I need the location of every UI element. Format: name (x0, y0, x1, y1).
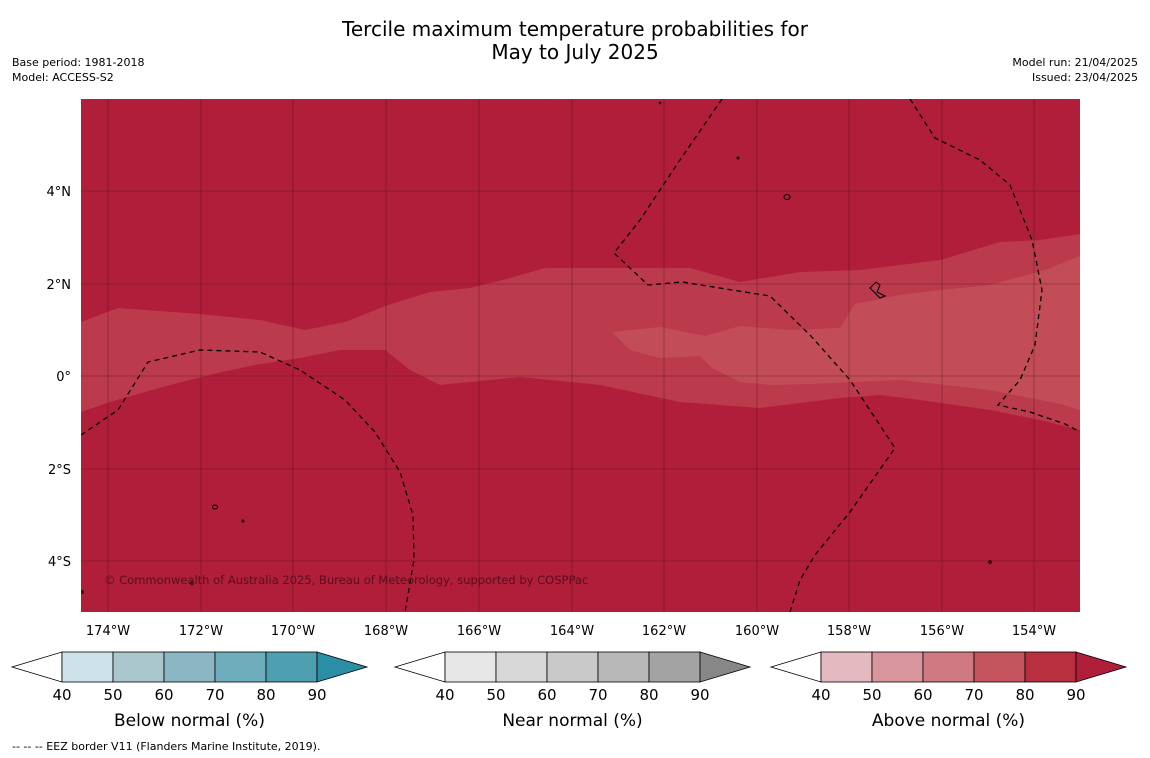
map-area: © Commonwealth of Australia 2025, Bureau… (81, 99, 1080, 612)
colorbar-title: Near normal (%) (502, 711, 642, 731)
colorbar-segment (973, 651, 1026, 683)
colorbar-extend-low (10, 651, 63, 683)
map-title: Tercile maximum temperature probabilitie… (0, 18, 1150, 64)
colorbar-segment (597, 651, 650, 683)
lat-label: 2°N (47, 278, 72, 293)
model-name: Model: ACCESS-S2 (12, 71, 114, 84)
colorbars: 40 50 60 70 80 90 Below normal (%) 40 50 60 70 80 90… (10, 651, 1128, 731)
colorbar-segment (265, 651, 318, 683)
meta-right: Model run: 21/04/2025 Issued: 23/04/2025 (1012, 55, 1138, 85)
lon-label: 168°W (364, 624, 408, 639)
colorbar-tick-label: 60 (154, 686, 173, 704)
colorbar-title: Below normal (%) (114, 711, 265, 731)
colorbar-title: Above normal (%) (872, 711, 1025, 731)
above-normal-70-region (612, 256, 1080, 410)
colorbar-segment (820, 651, 873, 683)
colorbar-tick-label: 90 (690, 686, 709, 704)
lon-label: 154°W (1012, 624, 1056, 639)
lon-label: 170°W (271, 624, 315, 639)
colorbar-tick-label: 50 (862, 686, 881, 704)
colorbar-tick-label: 50 (103, 686, 122, 704)
colorbar-segment (495, 651, 548, 683)
eez-footer-note: -- -- -- EEZ border V11 (Flanders Marine… (12, 740, 321, 753)
latitude-labels: 4°N 2°N 0° 2°S 4°S (47, 185, 72, 570)
lon-label: 166°W (457, 624, 501, 639)
eez-borders (81, 99, 1080, 612)
title-line-2: May to July 2025 (491, 40, 659, 64)
colorbar-extend-low (769, 651, 822, 683)
colorbar-tick-label: 80 (256, 686, 275, 704)
colorbar-segment (61, 651, 114, 683)
longitude-labels: 174°W 172°W 170°W 168°W 166°W 164°W 162°… (86, 624, 1056, 639)
colorbar: 40 50 60 70 80 90 Below normal (%) (10, 651, 369, 731)
lon-label: 174°W (86, 624, 130, 639)
colorbar-tick-label: 90 (1066, 686, 1085, 704)
lon-label: 172°W (179, 624, 223, 639)
lat-label: 4°N (47, 185, 72, 200)
colorbar-tick-label: 70 (588, 686, 607, 704)
colorbar-tick-label: 40 (435, 686, 454, 704)
colorbar-tick-label: 70 (964, 686, 983, 704)
colorbar-segment (546, 651, 599, 683)
lon-label: 158°W (827, 624, 871, 639)
colorbar-segment (648, 651, 701, 683)
copyright-text: © Commonwealth of Australia 2025, Bureau… (104, 573, 588, 587)
map-gridlines (81, 99, 1080, 612)
colorbar-extend-high (316, 651, 369, 683)
colorbar-segment (444, 651, 497, 683)
colorbar-tick-label: 80 (639, 686, 658, 704)
lat-label: 2°S (48, 463, 71, 478)
colorbar-tick-label: 50 (486, 686, 505, 704)
colorbar-tick-label: 40 (811, 686, 830, 704)
colorbar-segment (214, 651, 267, 683)
colorbar-tick-label: 90 (307, 686, 326, 704)
lon-label: 160°W (735, 624, 779, 639)
model-run: Model run: 21/04/2025 (1012, 56, 1138, 69)
colorbar-tick-label: 80 (1015, 686, 1034, 704)
lat-label: 4°S (48, 555, 71, 570)
colorbar-segment (163, 651, 216, 683)
colorbar-segment (871, 651, 924, 683)
island-outlines (81, 101, 992, 594)
lon-label: 156°W (920, 624, 964, 639)
lon-label: 162°W (642, 624, 686, 639)
colorbar: 40 50 60 70 80 90 Above normal (%) (769, 651, 1128, 731)
base-period: Base period: 1981-2018 (12, 56, 145, 69)
colorbar-extend-high (699, 651, 752, 683)
title-line-1: Tercile maximum temperature probabilitie… (342, 17, 808, 41)
colorbar-tick-label: 60 (913, 686, 932, 704)
colorbar-tick-label: 40 (52, 686, 71, 704)
colorbar-segment (922, 651, 975, 683)
meta-left: Base period: 1981-2018 Model: ACCESS-S2 (12, 55, 144, 85)
colorbar-extend-high (1075, 651, 1128, 683)
lat-label: 0° (56, 370, 71, 385)
colorbar-segment (1024, 651, 1077, 683)
colorbar-tick-label: 60 (537, 686, 556, 704)
colorbar-tick-label: 70 (205, 686, 224, 704)
colorbar: 40 50 60 70 80 90 Near normal (%) (393, 651, 752, 731)
colorbar-extend-low (393, 651, 446, 683)
lon-label: 164°W (550, 624, 594, 639)
colorbar-segment (112, 651, 165, 683)
issued-date: Issued: 23/04/2025 (1031, 71, 1138, 84)
